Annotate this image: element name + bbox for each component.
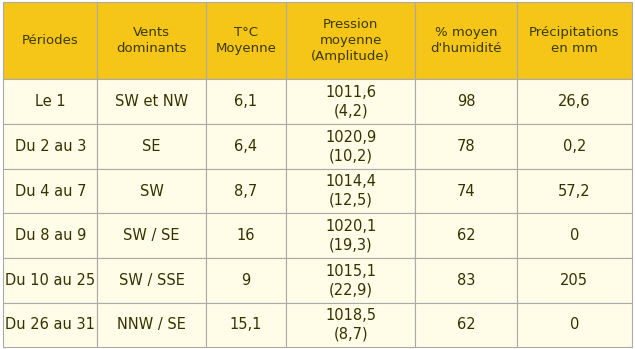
Bar (3, 303, 98, 347)
Bar (206, 80, 286, 124)
Text: 0: 0 (570, 318, 579, 333)
Bar (516, 169, 632, 213)
Text: Du 2 au 3: Du 2 au 3 (15, 139, 86, 154)
Bar (98, 124, 206, 169)
Text: 1014,4
(12,5): 1014,4 (12,5) (325, 174, 376, 208)
Bar (206, 169, 286, 213)
Text: 205: 205 (560, 273, 588, 288)
Bar (98, 80, 206, 124)
Text: 83: 83 (457, 273, 475, 288)
Text: Le 1: Le 1 (35, 94, 65, 109)
Bar (98, 169, 206, 213)
Bar (3, 169, 98, 213)
Text: Du 10 au 25: Du 10 au 25 (5, 273, 95, 288)
Bar (415, 169, 517, 213)
Bar (516, 80, 632, 124)
Text: SW: SW (140, 184, 164, 199)
Text: Du 8 au 9: Du 8 au 9 (15, 228, 86, 243)
Bar (286, 80, 415, 124)
Bar (206, 258, 286, 303)
Bar (206, 2, 286, 80)
Text: NNW / SE: NNW / SE (117, 318, 186, 333)
Text: Périodes: Périodes (22, 34, 79, 47)
Bar (98, 258, 206, 303)
Bar (516, 213, 632, 258)
Text: 62: 62 (457, 228, 475, 243)
Bar (286, 213, 415, 258)
Text: % moyen
d'humidité: % moyen d'humidité (430, 26, 502, 55)
Bar (415, 303, 517, 347)
Text: 1020,9
(10,2): 1020,9 (10,2) (325, 129, 377, 163)
Text: 1011,6
(4,2): 1011,6 (4,2) (325, 85, 376, 119)
Bar (516, 124, 632, 169)
Text: SE: SE (142, 139, 161, 154)
Bar (3, 2, 98, 80)
Bar (415, 2, 517, 80)
Bar (286, 124, 415, 169)
Bar (286, 258, 415, 303)
Text: 9: 9 (241, 273, 251, 288)
Bar (415, 124, 517, 169)
Bar (286, 169, 415, 213)
Text: 16: 16 (237, 228, 255, 243)
Text: 62: 62 (457, 318, 475, 333)
Text: SW / SE: SW / SE (123, 228, 180, 243)
Text: 98: 98 (457, 94, 475, 109)
Bar (3, 213, 98, 258)
Bar (3, 124, 98, 169)
Bar (98, 213, 206, 258)
Text: Pression
moyenne
(Amplitude): Pression moyenne (Amplitude) (311, 18, 390, 63)
Text: 1018,5
(8,7): 1018,5 (8,7) (325, 308, 376, 342)
Text: T°C
Moyenne: T°C Moyenne (215, 26, 276, 55)
Bar (415, 258, 517, 303)
Text: 1020,1
(19,3): 1020,1 (19,3) (325, 219, 377, 252)
Bar (206, 213, 286, 258)
Bar (206, 303, 286, 347)
Bar (516, 258, 632, 303)
Text: 6,4: 6,4 (234, 139, 257, 154)
Text: 74: 74 (457, 184, 475, 199)
Bar (286, 2, 415, 80)
Text: SW / SSE: SW / SSE (119, 273, 185, 288)
Text: 78: 78 (457, 139, 475, 154)
Bar (415, 80, 517, 124)
Text: 6,1: 6,1 (234, 94, 257, 109)
Text: SW et NW: SW et NW (115, 94, 188, 109)
Bar (98, 2, 206, 80)
Bar (3, 80, 98, 124)
Text: Précipitations
en mm: Précipitations en mm (529, 26, 620, 55)
Text: 0,2: 0,2 (563, 139, 586, 154)
Text: 0: 0 (570, 228, 579, 243)
Text: 1015,1
(22,9): 1015,1 (22,9) (325, 263, 376, 297)
Bar (206, 124, 286, 169)
Text: 26,6: 26,6 (558, 94, 591, 109)
Bar (3, 258, 98, 303)
Bar (415, 213, 517, 258)
Text: 8,7: 8,7 (234, 184, 258, 199)
Text: Du 26 au 31: Du 26 au 31 (5, 318, 95, 333)
Text: 15,1: 15,1 (230, 318, 262, 333)
Bar (286, 303, 415, 347)
Text: Vents
dominants: Vents dominants (116, 26, 187, 55)
Text: Du 4 au 7: Du 4 au 7 (15, 184, 86, 199)
Bar (516, 2, 632, 80)
Bar (516, 303, 632, 347)
Bar (98, 303, 206, 347)
Text: 57,2: 57,2 (558, 184, 591, 199)
